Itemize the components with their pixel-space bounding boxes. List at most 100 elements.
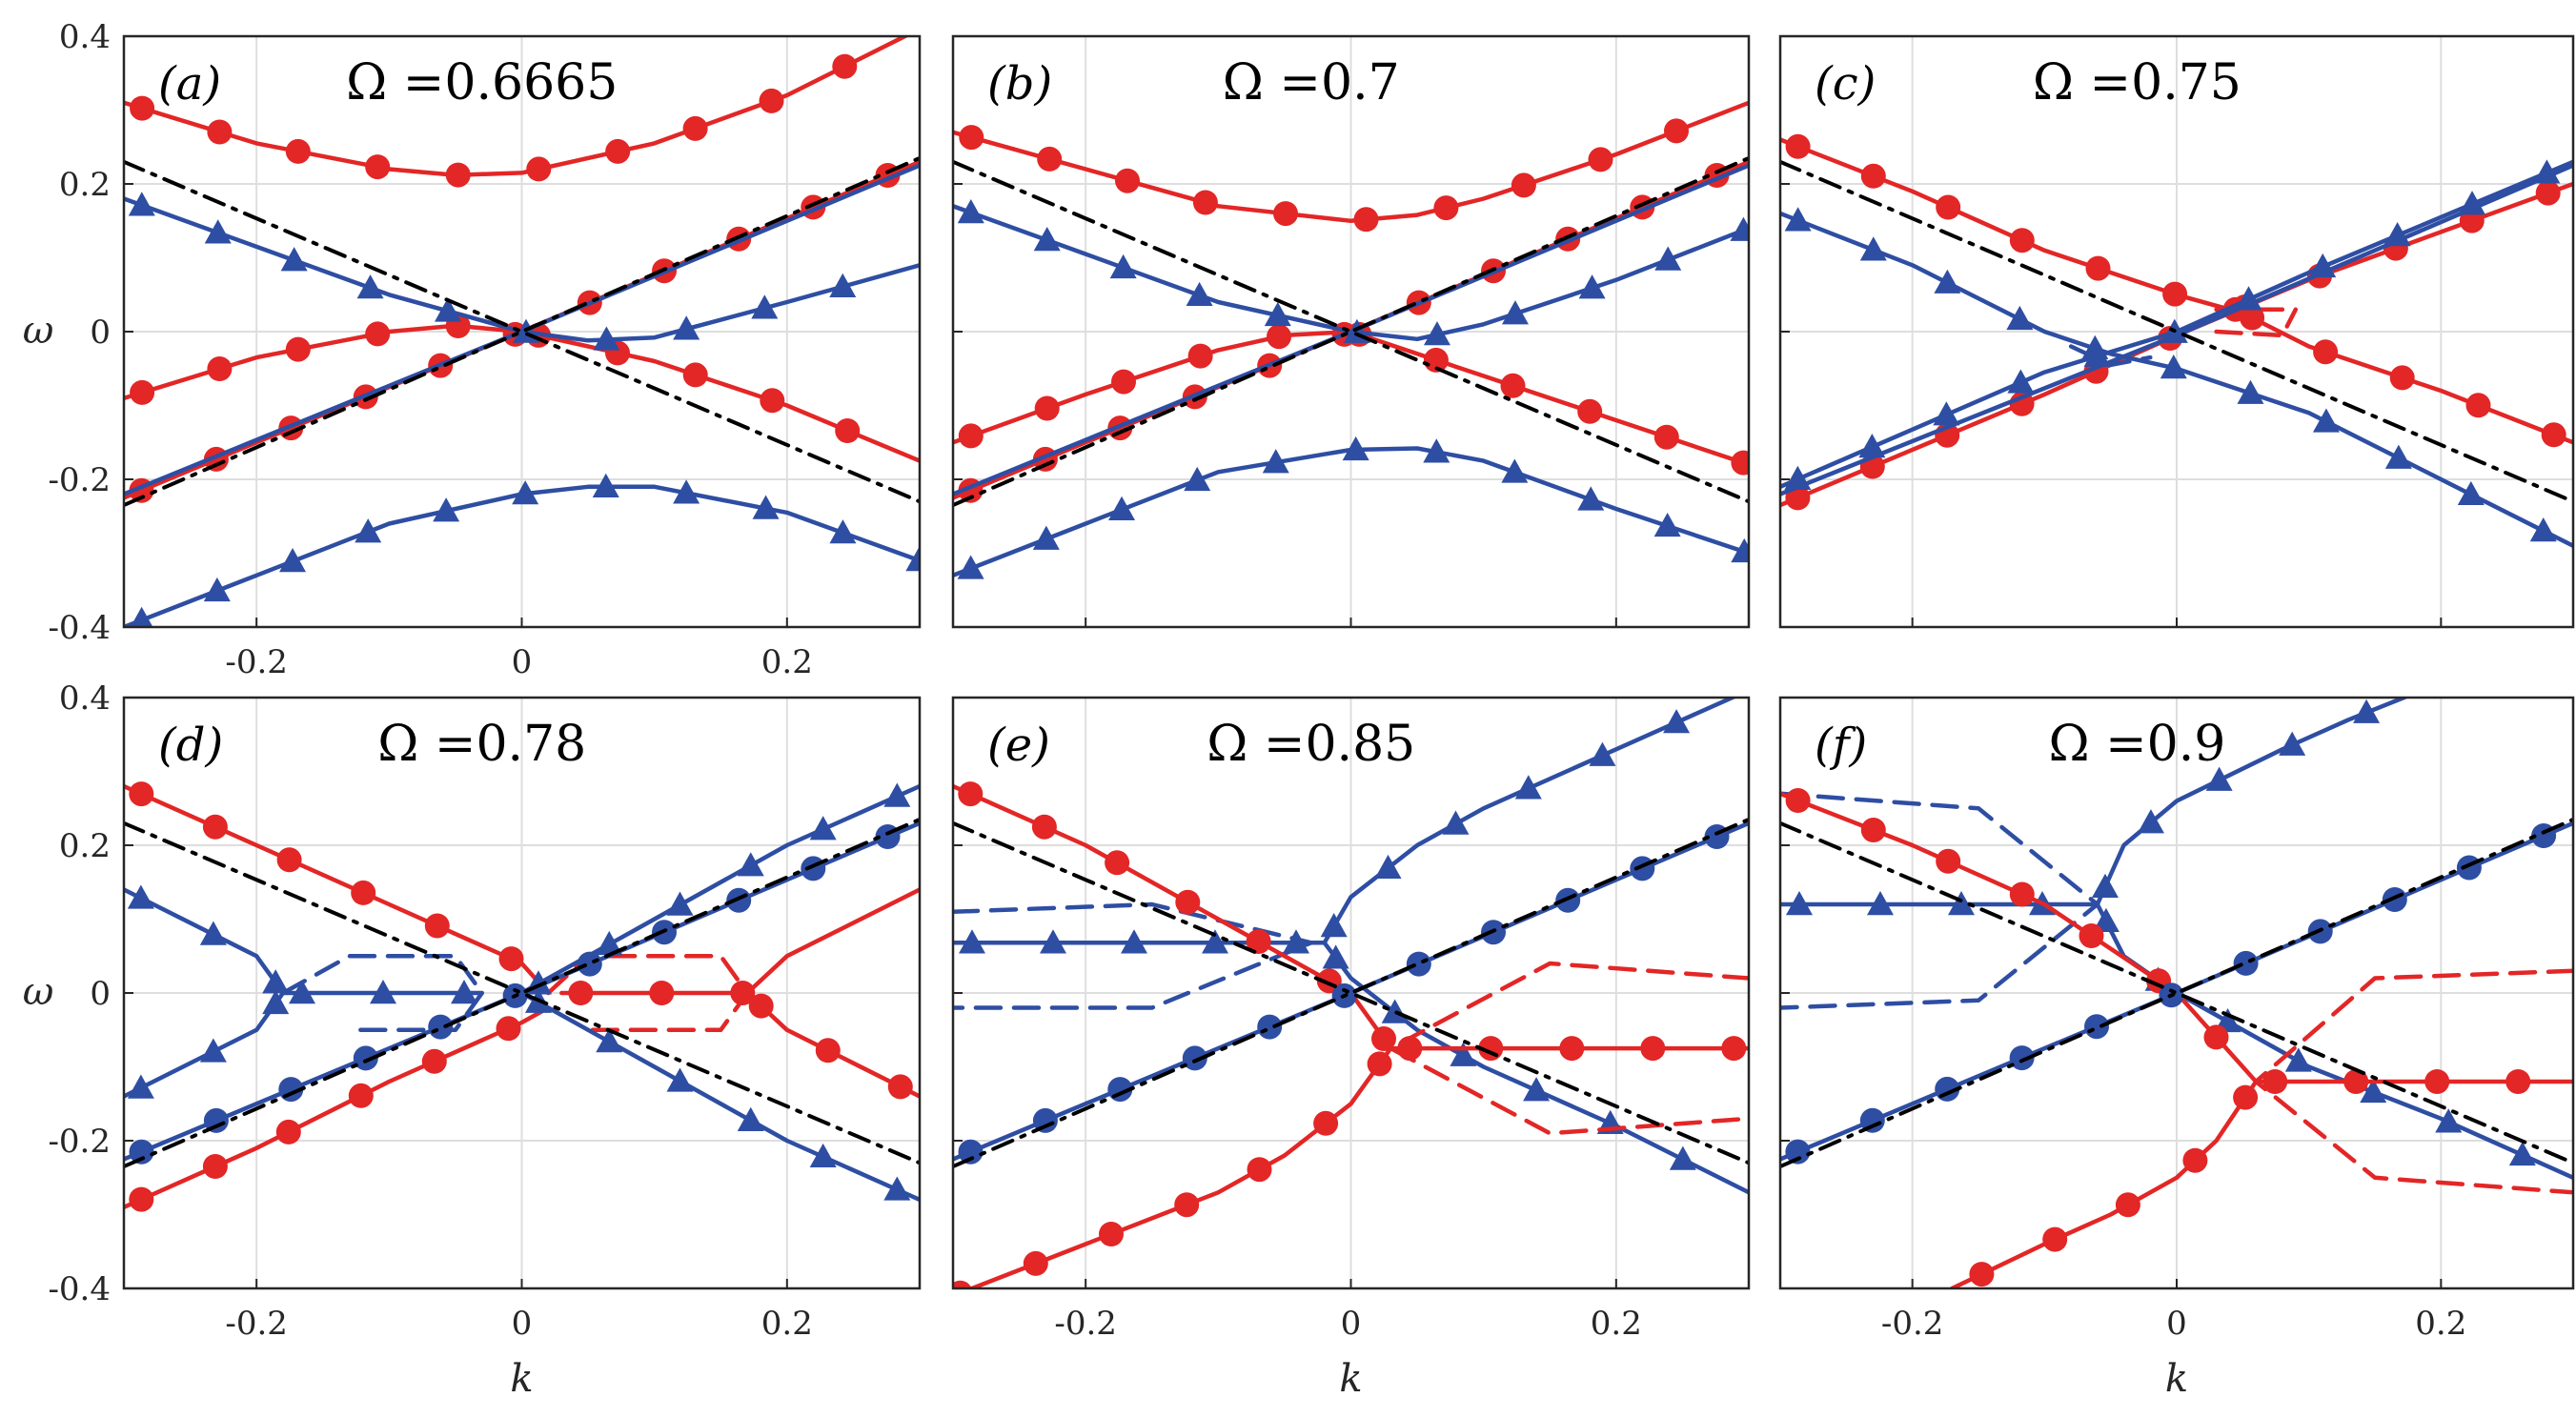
data-point (262, 989, 290, 1015)
data-point (1174, 1192, 1200, 1218)
data-point (1640, 1036, 1666, 1062)
data-point (130, 379, 155, 405)
data-point (348, 1083, 374, 1108)
data-point (759, 88, 784, 113)
data-point (1262, 449, 1289, 474)
data-point (1247, 1157, 1272, 1183)
data-point (1577, 486, 1605, 511)
data-point (2535, 180, 2561, 206)
panel-title: Ω =0.7 (1223, 54, 1400, 111)
data-point (365, 321, 391, 347)
x-tick-label: -0.2 (1054, 1305, 1117, 1343)
panel-title: Ω =0.6665 (346, 54, 618, 111)
data-point (1032, 525, 1060, 550)
data-point (605, 138, 631, 164)
data-point (1936, 194, 1961, 220)
data-point (959, 125, 984, 151)
data-point (129, 1139, 154, 1165)
data-point (1192, 190, 1218, 215)
data-point (829, 519, 857, 544)
data-point (1423, 321, 1450, 346)
x-tick-label: 0.2 (1591, 1305, 1642, 1343)
data-point (275, 1119, 301, 1145)
data-point (1784, 207, 1812, 232)
data-point (1588, 147, 1613, 172)
data-point (280, 247, 308, 272)
data-point (1342, 436, 1369, 461)
series-line (1780, 820, 2573, 1165)
data-point (1313, 1110, 1339, 1136)
data-point (1121, 929, 1147, 954)
series-line (1780, 159, 2573, 504)
data-point (666, 1067, 694, 1092)
series-line (1780, 137, 2573, 445)
data-point (1186, 281, 1213, 307)
data-point (1969, 1262, 1995, 1287)
series-line (1780, 211, 2573, 549)
x-tick-label: 0 (512, 1305, 533, 1343)
data-point (1664, 118, 1689, 144)
data-point (451, 980, 477, 1004)
panel-label: (e) (987, 719, 1050, 772)
data-point (887, 1074, 913, 1100)
data-point (2262, 1069, 2288, 1094)
data-point (365, 154, 391, 180)
data-point (262, 969, 290, 994)
x-axis-label: k (2165, 1357, 2188, 1401)
data-point (1501, 458, 1529, 483)
data-point (1406, 951, 1431, 977)
series-line (744, 887, 920, 996)
data-point (593, 326, 620, 351)
x-tick-label: 0 (512, 643, 533, 681)
data-point (815, 1038, 841, 1064)
data-point (958, 781, 984, 807)
series-line (124, 159, 920, 504)
data-point (596, 930, 623, 956)
data-point (2083, 342, 2111, 367)
x-axis-label: k (1339, 1357, 1362, 1401)
data-point (1559, 1036, 1585, 1062)
data-point (1450, 1042, 1477, 1066)
data-point (1105, 850, 1130, 876)
data-point (1523, 1077, 1551, 1102)
data-point (1257, 1014, 1283, 1040)
data-point (1423, 438, 1450, 463)
data-point (1381, 999, 1409, 1023)
data-point (1115, 168, 1140, 193)
data-point (1320, 912, 1348, 938)
data-point (1433, 195, 1459, 221)
data-point (957, 199, 984, 224)
data-point (1785, 788, 1811, 813)
series-group (1780, 133, 2573, 549)
data-point (1654, 246, 1682, 271)
series-line (953, 155, 1749, 508)
data-point (2237, 379, 2264, 404)
x-axis-label: k (510, 1357, 533, 1401)
data-point (953, 1280, 972, 1288)
data-point (809, 1143, 837, 1168)
data-point (129, 781, 154, 807)
data-point (1936, 848, 1961, 874)
x-tick-label: -0.2 (225, 643, 288, 681)
x-tick-label: -0.2 (1881, 1305, 1944, 1343)
data-point (1353, 207, 1379, 233)
data-point (1032, 1107, 1058, 1133)
series-group (953, 698, 1749, 1288)
data-point (2233, 950, 2259, 976)
y-tick-label: -0.2 (48, 1123, 111, 1161)
data-point (1031, 814, 1057, 840)
data-point (883, 1176, 911, 1201)
data-point (568, 981, 594, 1005)
data-point (2312, 408, 2340, 433)
data-point (1731, 450, 1749, 476)
data-point (1267, 324, 1291, 350)
data-point (649, 981, 675, 1005)
panel-c: (c) Ω =0.75 (1778, 34, 2575, 629)
data-point (682, 115, 708, 141)
data-point (1034, 395, 1060, 421)
series-line (2068, 344, 2153, 368)
data-point (1860, 818, 1886, 842)
y-axis-label: ω (23, 970, 54, 1014)
series-group (1780, 698, 2573, 1288)
series-line (2214, 307, 2299, 338)
